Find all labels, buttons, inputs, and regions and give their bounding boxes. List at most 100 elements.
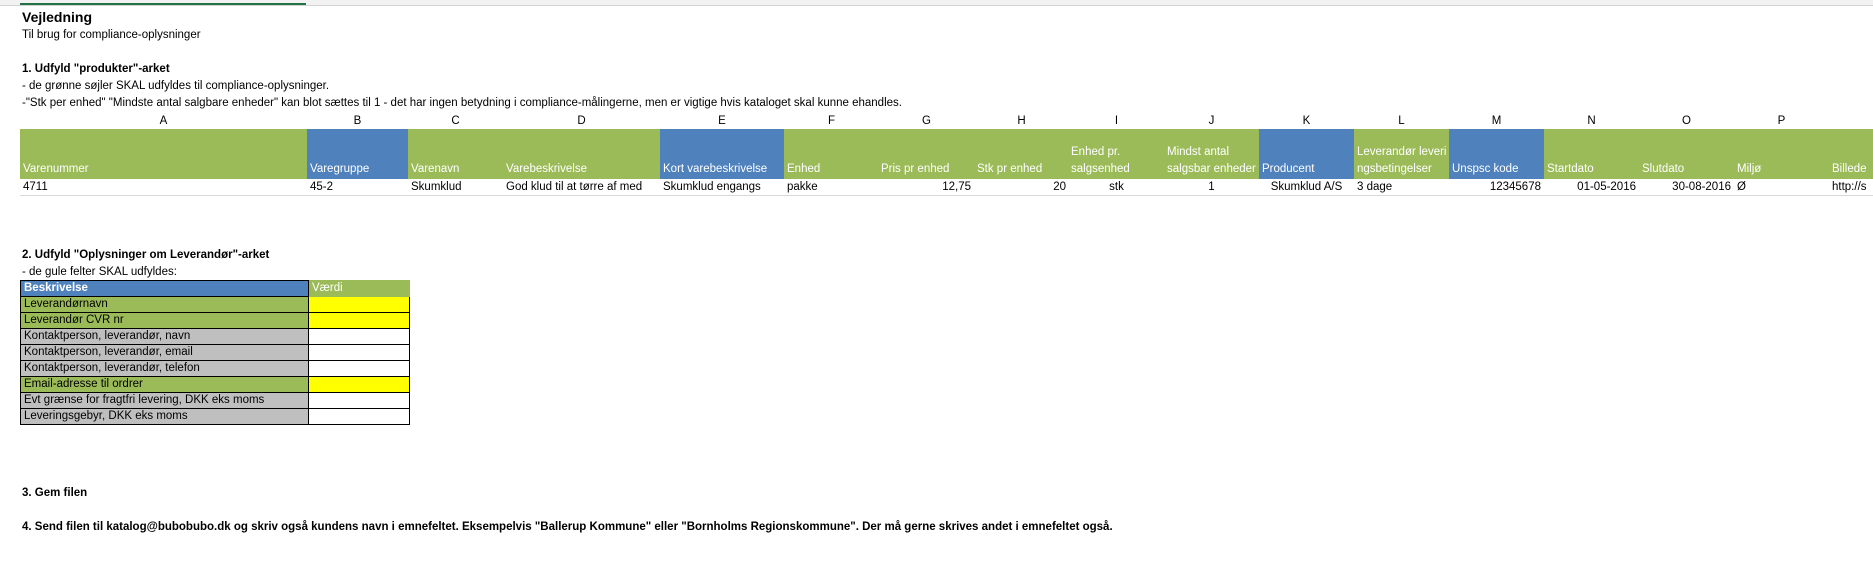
column-letter[interactable]: K xyxy=(1302,115,1311,127)
header-startdato[interactable]: Startdato xyxy=(1544,129,1639,179)
header-label: Stk pr enhed xyxy=(977,163,1043,175)
column-letter[interactable]: H xyxy=(1017,115,1026,127)
header-label: Varenummer xyxy=(23,163,89,175)
cell-unspsc-kode[interactable]: 12345678 xyxy=(1449,179,1544,196)
header-slutdato[interactable]: Slutdato xyxy=(1639,129,1734,179)
row-value-input[interactable] xyxy=(308,360,410,377)
page-title[interactable]: Vejledning xyxy=(22,9,93,25)
header-leveringsbetingelser[interactable]: Leverandør leveringsbetingelser xyxy=(1354,129,1449,179)
column-header-strip xyxy=(0,0,1873,6)
header-label: Enhed xyxy=(787,163,821,175)
table-header-vaerdi[interactable]: Værdi xyxy=(308,280,410,297)
header-label: Pris pr enhed xyxy=(881,163,950,175)
header-label: Billede xyxy=(1832,163,1867,175)
column-letter[interactable]: E xyxy=(718,115,726,127)
row-value-input[interactable] xyxy=(308,312,410,329)
step1-line2[interactable]: -"Stk per enhed" "Mindste antal salgbare… xyxy=(22,97,902,109)
cell-varebeskrivelse[interactable]: God klud til at tørre af med xyxy=(503,179,660,196)
row-label[interactable]: Email-adresse til ordrer xyxy=(20,376,309,393)
header-pris-pr-enhed[interactable]: Pris pr enhed xyxy=(879,129,974,179)
row-value-input[interactable] xyxy=(308,392,410,409)
row-value-input[interactable] xyxy=(308,376,410,393)
cell-kort-varebeskrivelse[interactable]: Skumklud engangs xyxy=(660,179,784,196)
header-stk-pr-enhed[interactable]: Stk pr enhed xyxy=(974,129,1069,179)
table-row: Leverandørnavn xyxy=(20,296,410,313)
table-header-beskrivelse[interactable]: Beskrivelse xyxy=(20,280,309,297)
header-miljo[interactable]: Miljø xyxy=(1734,129,1829,179)
column-letter[interactable]: B xyxy=(353,115,362,127)
cell-slutdato[interactable]: 30-08-2016 xyxy=(1639,179,1734,196)
header-varegruppe[interactable]: Varegruppe xyxy=(307,129,408,179)
table-row: Kontaktperson, leverandør, telefon xyxy=(20,360,410,377)
step1-line1[interactable]: - de grønne søjler SKAL udfyldes til com… xyxy=(22,80,330,92)
cell-varegruppe[interactable]: 45-2 xyxy=(307,179,408,196)
column-letter[interactable]: I xyxy=(1114,115,1119,127)
row-value-input[interactable] xyxy=(308,296,410,313)
header-enhed-pr-salgsenhed[interactable]: Enhed pr. salgsenhed xyxy=(1069,129,1164,179)
cell-mindst-antal[interactable]: 1 xyxy=(1164,179,1259,196)
column-letter[interactable]: G xyxy=(922,115,931,127)
cell-miljo[interactable]: Ø xyxy=(1734,179,1829,196)
header-varebeskrivelse[interactable]: Varebeskrivelse xyxy=(503,129,660,179)
header-kort-varebeskrivelse[interactable]: Kort varebeskrivelse xyxy=(660,129,784,179)
table-row: Kontaktperson, leverandør, navn xyxy=(20,328,410,345)
cell-startdato[interactable]: 01-05-2016 xyxy=(1544,179,1639,196)
cell-enhed-pr-salgsenhed[interactable]: stk xyxy=(1069,179,1164,196)
column-letter[interactable]: J xyxy=(1208,115,1215,127)
step2-heading[interactable]: 2. Udfyld "Oplysninger om Leverandør"-ar… xyxy=(22,249,270,261)
header-label: Varegruppe xyxy=(310,163,370,175)
selected-column-indicator xyxy=(20,0,306,5)
header-mindst-antal[interactable]: Mindst antal salgsbar enheder xyxy=(1164,129,1259,179)
column-letter[interactable]: O xyxy=(1682,115,1691,127)
table-row: Email-adresse til ordrer xyxy=(20,376,410,393)
header-varenummer[interactable]: Varenummer xyxy=(20,129,307,179)
header-label: Slutdato xyxy=(1642,163,1685,175)
step1-heading[interactable]: 1. Udfyld "produkter"-arket xyxy=(22,63,170,75)
supplier-info-table: Beskrivelse Værdi Leverandørnavn Leveran… xyxy=(20,280,410,425)
cell-stk-pr-enhed[interactable]: 20 xyxy=(974,179,1069,196)
step4-heading[interactable]: 4. Send filen til katalog@bubobubo.dk og… xyxy=(22,521,1113,533)
column-letter[interactable]: D xyxy=(577,115,586,127)
header-label: Miljø xyxy=(1737,163,1762,175)
column-letter[interactable]: A xyxy=(159,115,168,127)
row-value-input[interactable] xyxy=(308,408,410,425)
header-label: Enhed pr. salgsenhed xyxy=(1071,146,1130,175)
header-label: Producent xyxy=(1262,163,1315,175)
cell-varenummer[interactable]: 4711 xyxy=(20,179,307,196)
cell-leveringsbetingelser[interactable]: 3 dage xyxy=(1354,179,1449,196)
column-letter[interactable]: M xyxy=(1491,115,1502,127)
row-label[interactable]: Kontaktperson, leverandør, email xyxy=(20,344,309,361)
column-letter[interactable]: F xyxy=(827,115,836,127)
row-label[interactable]: Kontaktperson, leverandør, telefon xyxy=(20,360,309,377)
header-label: Mindst antal salgsbar enheder xyxy=(1167,146,1256,175)
row-value-input[interactable] xyxy=(308,344,410,361)
cell-pris-pr-enhed[interactable]: 12,75 xyxy=(879,179,974,196)
header-enhed[interactable]: Enhed xyxy=(784,129,879,179)
cell-producent[interactable]: Skumklud A/S xyxy=(1259,179,1354,196)
row-label[interactable]: Evt grænse for fragtfri levering, DKK ek… xyxy=(20,392,309,409)
row-label[interactable]: Leverandør CVR nr xyxy=(20,312,309,329)
cell-billede[interactable]: http://s xyxy=(1829,179,1873,196)
row-label[interactable]: Leveringsgebyr, DKK eks moms xyxy=(20,408,309,425)
row-label[interactable]: Kontaktperson, leverandør, navn xyxy=(20,328,309,345)
table-row: Leveringsgebyr, DKK eks moms xyxy=(20,408,410,425)
row-label[interactable]: Leverandørnavn xyxy=(20,296,309,313)
column-letter[interactable]: P xyxy=(1777,115,1786,127)
column-letters-row: A B C D E F G H I J K L M N O P xyxy=(0,114,1873,129)
header-varenavn[interactable]: Varenavn xyxy=(408,129,503,179)
header-producent[interactable]: Producent xyxy=(1259,129,1354,179)
header-billede[interactable]: Billede xyxy=(1829,129,1873,179)
header-unspsc-kode[interactable]: Unspsc kode xyxy=(1449,129,1544,179)
page-subtitle[interactable]: Til brug for compliance-oplysninger xyxy=(22,29,201,41)
header-label: Varebeskrivelse xyxy=(506,163,587,175)
step2-line1[interactable]: - de gule felter SKAL udfyldes: xyxy=(22,266,177,278)
table-row: Leverandør CVR nr xyxy=(20,312,410,329)
column-letter[interactable]: N xyxy=(1587,115,1596,127)
column-letter[interactable]: L xyxy=(1398,115,1405,127)
cell-varenavn[interactable]: Skumklud xyxy=(408,179,503,196)
cell-enhed[interactable]: pakke xyxy=(784,179,879,196)
column-letter[interactable]: C xyxy=(451,115,460,127)
step3-heading[interactable]: 3. Gem filen xyxy=(22,487,88,499)
row-value-input[interactable] xyxy=(308,328,410,345)
table-row: Kontaktperson, leverandør, email xyxy=(20,344,410,361)
